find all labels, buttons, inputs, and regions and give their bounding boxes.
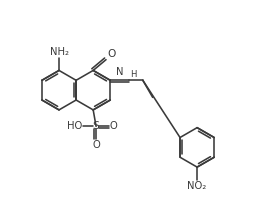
Text: HO: HO <box>67 121 82 131</box>
Text: O: O <box>110 121 118 131</box>
Text: N: N <box>116 67 123 77</box>
Text: NO₂: NO₂ <box>187 181 207 191</box>
Text: NH₂: NH₂ <box>50 47 69 57</box>
Text: H: H <box>130 70 136 79</box>
Text: S: S <box>93 121 100 131</box>
Text: O: O <box>107 49 115 59</box>
Text: O: O <box>92 140 100 150</box>
